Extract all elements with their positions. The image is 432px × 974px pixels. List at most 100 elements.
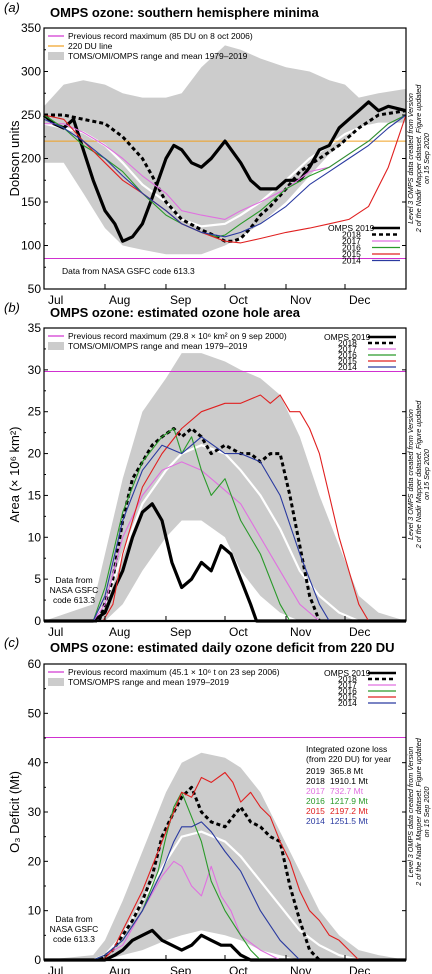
source-note: Data from NASA GSFC code 613.3 — [50, 914, 99, 944]
legend-series-label-2016: 2016 — [338, 350, 357, 360]
source-note-line: Data from — [55, 575, 92, 585]
y-axis-label: O₃ Deficit (Mt) — [7, 771, 22, 853]
legend-record-label: Previous record maximum (29.8 × 10⁶ km² … — [68, 331, 287, 341]
x-month-label: Aug — [109, 293, 130, 307]
legend-range-label: TOMS/OMPS range and mean 1979–2019 — [68, 677, 229, 687]
legend-record-label: Previous record maximum (45.1 × 10⁶ t on… — [68, 667, 280, 677]
legend-series-label-2017: 2017 — [338, 344, 357, 354]
range-band — [44, 45, 406, 255]
series-line-2014 — [44, 821, 406, 961]
x-month-label: Sep — [170, 625, 192, 639]
legend-series-label-2019: OMPS 2019 — [328, 223, 375, 233]
legend-series-label-2017: 2017 — [342, 236, 361, 246]
y-tick-label: 40 — [28, 756, 42, 770]
legend-record-label: Previous record maximum (85 DU on 8 oct … — [68, 31, 253, 41]
x-month-label: Dec — [349, 293, 370, 307]
mean-line — [44, 444, 406, 623]
series-line-2019 — [42, 100, 407, 243]
y-tick-label: 200 — [21, 152, 41, 166]
loss-table-year: 2019 — [306, 766, 325, 776]
legend-series-label-2014: 2014 — [338, 362, 357, 372]
y-tick-label: 60 — [28, 657, 42, 671]
x-month-label: Aug — [109, 964, 130, 974]
source-note-line: NASA GSFC — [50, 924, 99, 934]
legend-220-label: 220 DU line — [68, 41, 113, 51]
loss-table-value: 1910.1 Mt — [330, 776, 368, 786]
range-band — [44, 353, 406, 621]
y-tick-label: 25 — [28, 405, 42, 419]
x-month-label: Nov — [290, 964, 311, 974]
loss-table-value: 2197.2 Mt — [330, 806, 368, 816]
series-line-2019 — [44, 928, 406, 962]
chart-title: OMPS ozone: southern hemisphere minima — [50, 5, 319, 20]
side-note-line: on 15 Sep 2020 — [422, 449, 431, 500]
panel-0: (a) OMPS ozone: southern hemisphere minim… — [4, 0, 431, 307]
loss-table-year: 2017 — [306, 786, 325, 796]
source-note-line: code 613.3 — [53, 595, 95, 605]
side-note: Level 3 OMPS data created from Version2 … — [406, 400, 431, 549]
legend-series-label-2018: 2018 — [338, 338, 357, 348]
x-month-label: Sep — [170, 293, 192, 307]
series-line-2015 — [44, 394, 406, 622]
y-tick-label: 0 — [34, 953, 41, 967]
source-note: Data from NASA GSFC code 613.3 — [50, 575, 99, 605]
legend-series-label-2019: OMPS 2019 — [324, 332, 371, 342]
y-axis-label: Area (× 10⁶ km²) — [7, 426, 22, 522]
loss-table-subtitle: (from 220 DU) for year — [306, 754, 391, 764]
side-note-line: 2 of the Nadir Mapper dataset. Figure up… — [414, 737, 423, 886]
y-tick-label: 250 — [21, 108, 41, 122]
loss-table-year: 2015 — [306, 806, 325, 816]
series-line-2018 — [44, 785, 406, 962]
legend-series-label-2016: 2016 — [342, 243, 361, 253]
x-month-label: Nov — [290, 293, 311, 307]
source-note-line: code 613.3 — [53, 934, 95, 944]
legend-series-label-2016: 2016 — [338, 686, 357, 696]
legend-range-swatch — [48, 342, 64, 350]
side-note-line: 2 of the Nadir Mapper dataset. Figure up… — [414, 84, 423, 233]
x-month-label: Jul — [48, 625, 63, 639]
x-month-label: Nov — [290, 625, 311, 639]
series-line-2016 — [44, 427, 406, 622]
y-tick-label: 10 — [28, 904, 42, 918]
y-tick-label: 20 — [28, 447, 42, 461]
loss-table-value: 732.7 Mt — [330, 786, 364, 796]
series-line-2018 — [44, 427, 406, 623]
side-note-line: on 15 Sep 2020 — [422, 787, 431, 838]
x-month-label: Sep — [170, 964, 192, 974]
series-line-2017 — [44, 860, 406, 961]
legend-series-label-2015: 2015 — [338, 356, 357, 366]
loss-table-year: 2018 — [306, 776, 325, 786]
side-note-line: Level 3 OMPS data created from Version — [406, 409, 415, 540]
x-month-label: Oct — [229, 625, 248, 639]
loss-table-value: 365.8 Mt — [330, 766, 364, 776]
loss-table-title: Integrated ozone loss — [306, 744, 387, 754]
y-tick-label: 30 — [28, 363, 42, 377]
panel-1: (b) OMPS ozone: estimated ozone hole area… — [4, 300, 431, 639]
y-tick-label: 150 — [21, 195, 41, 209]
y-tick-label: 50 — [28, 282, 42, 296]
legend-series-label-2018: 2018 — [338, 674, 357, 684]
panel-label: (c) — [4, 635, 19, 650]
side-note-line: 2 of the Nadir Mapper dataset. Figure up… — [414, 400, 423, 549]
source-note-line: Data from — [55, 914, 92, 924]
x-month-label: Aug — [109, 625, 130, 639]
y-tick-label: 30 — [28, 805, 42, 819]
series-line-2015 — [44, 771, 406, 961]
legend-range-label: TOMS/OMI/OMPS range and mean 1979–2019 — [68, 51, 248, 61]
side-note-line: on 15 Sep 2020 — [422, 133, 431, 184]
y-tick-label: 50 — [28, 706, 42, 720]
y-axis-label: Dobson units — [7, 120, 22, 196]
loss-table-year: 2014 — [306, 816, 325, 826]
y-tick-label: 20 — [28, 854, 42, 868]
y-tick-label: 10 — [28, 530, 42, 544]
side-note-line: Level 3 OMPS data created from Version — [406, 747, 415, 878]
series-line-2014 — [43, 114, 407, 238]
x-month-label: Dec — [349, 964, 370, 974]
loss-table-value: 1217.9 Mt — [330, 796, 368, 806]
legend-series-label-2015: 2015 — [338, 692, 357, 702]
legend-series-label-2017: 2017 — [338, 680, 357, 690]
side-note-line: Level 3 OMPS data created from Version — [406, 93, 415, 224]
y-tick-label: 0 — [34, 614, 41, 628]
panel-2: (c) OMPS ozone: estimated daily ozone def… — [4, 635, 431, 974]
